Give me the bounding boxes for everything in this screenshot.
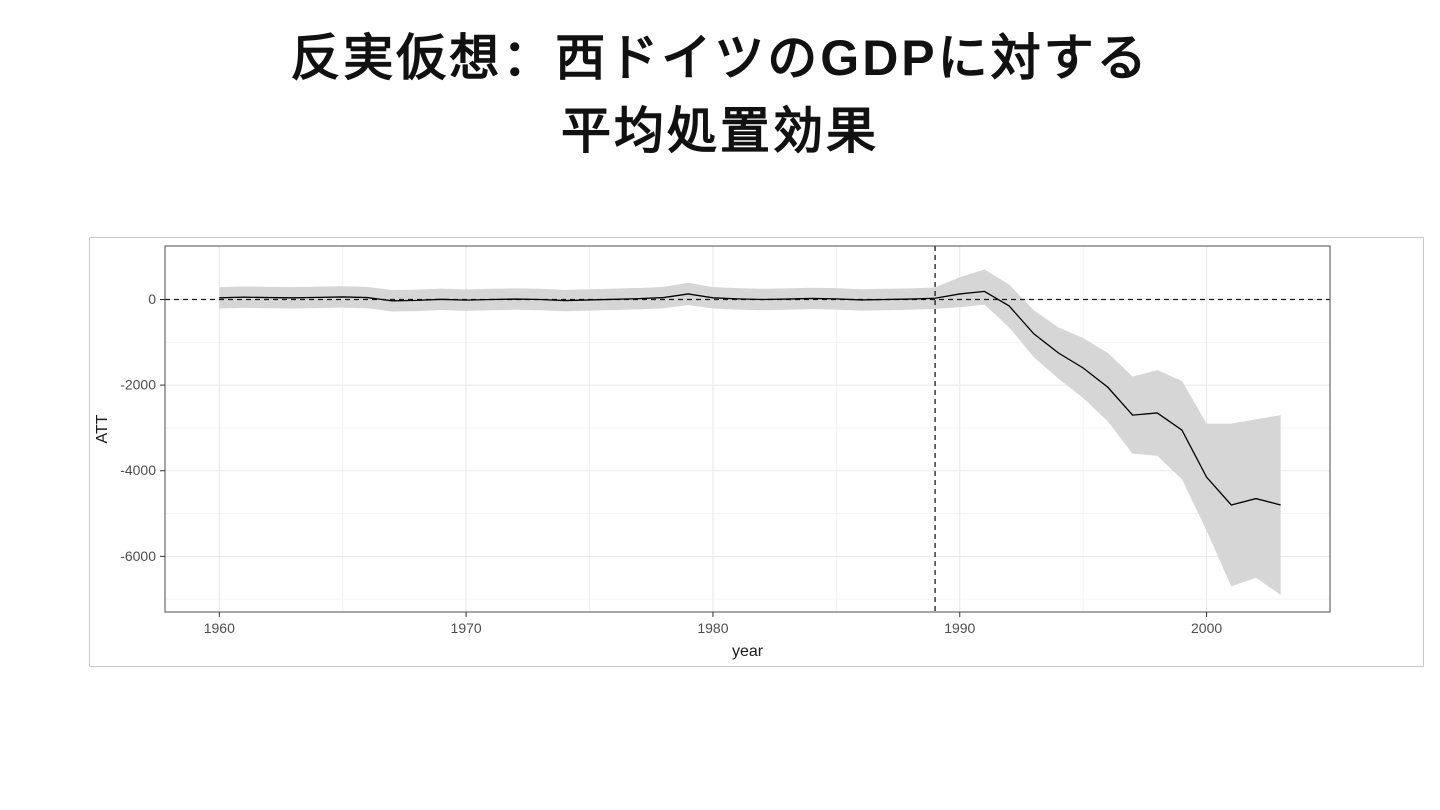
y-axis-label: ATT: [94, 414, 111, 443]
panel-border: [164, 245, 1331, 613]
slide-title-line1: 反実仮想：西ドイツのGDPに対する: [290, 30, 1150, 86]
x-tick-label: 1990: [944, 620, 975, 636]
slide-title: 反実仮想：西ドイツのGDPに対する 平均処置効果: [0, 22, 1440, 167]
att-chart-svg: 1960 1970 1980 1990 2000 0 -2000 -4000 -6000 year…: [94, 245, 1331, 660]
y-tick-label: -6000: [120, 548, 156, 564]
y-tick-label: 0: [148, 291, 156, 307]
y-tick-label: -4000: [120, 462, 156, 478]
att-figure: 1960 1970 1980 1990 2000 0 -2000 -4000 -6000 year…: [89, 237, 1424, 667]
x-tick-label: 1970: [451, 620, 482, 636]
x-tick-label: 2000: [1191, 620, 1222, 636]
x-tick-label: 1960: [204, 620, 235, 636]
x-axis-label: year: [732, 643, 764, 660]
att-line: [219, 290, 1281, 506]
confidence-ribbon: [219, 269, 1281, 595]
x-tick-label: 1980: [697, 620, 728, 636]
slide-title-line2: 平均処置効果: [561, 102, 879, 159]
y-tick-label: -2000: [120, 377, 156, 393]
